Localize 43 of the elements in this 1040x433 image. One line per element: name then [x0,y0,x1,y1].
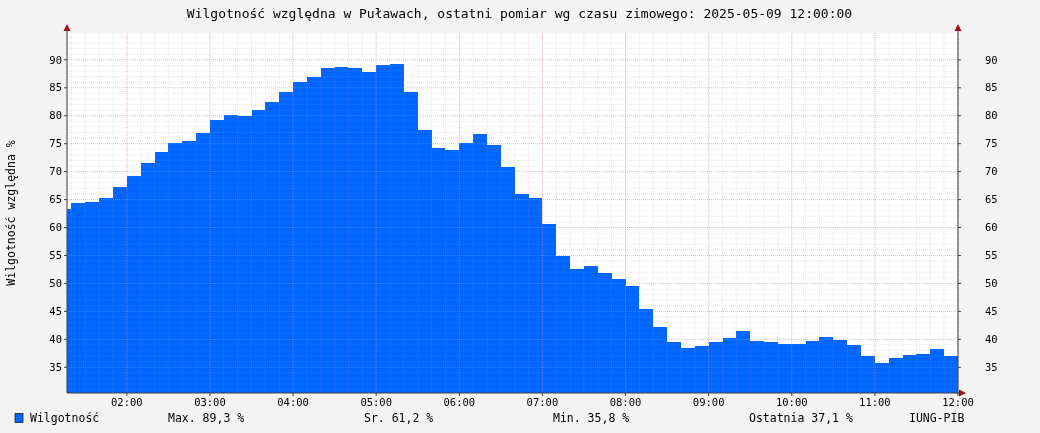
y-axis-title: Wilgotność względna % [4,140,18,286]
y2-tick-label: 50 [985,277,998,290]
x-tick-label: 07:00 [526,396,559,408]
y-tick-label: 65 [49,193,62,206]
y-tick-label: 80 [49,109,62,122]
x-tick-label: 05:00 [360,396,392,408]
y-tick-label: 40 [49,333,62,346]
y2-tick-label: 35 [985,360,998,373]
y-tick-label: 50 [49,277,62,290]
y-tick-label: 90 [49,53,62,66]
y-tick-label: 85 [49,81,62,94]
x-tick-label: 08:00 [609,396,642,408]
x-tick-label: 12:00 [942,396,974,408]
y2-tick-label: 75 [985,137,998,150]
y2-tick-label: 55 [985,249,998,262]
text: Sr. 61,2 % [364,411,434,425]
x-tick-label: 09:00 [692,396,725,408]
y-tick-label: 45 [49,305,62,318]
y-tick-label: 55 [49,249,62,262]
x-tick-label: 03:00 [194,396,226,408]
x-tick-label: 02:00 [111,396,143,408]
text: IUNG-PIB [909,411,965,425]
y2-tick-label: 65 [985,193,998,206]
y-tick-label: 60 [49,221,62,234]
y2-tick-label: 45 [985,305,998,318]
y2-tick-label: 40 [985,333,998,346]
y-tick-label: 75 [49,137,62,150]
text: Ostatnia 37,1 % [749,411,853,425]
y2-tick-label: 85 [985,81,998,94]
x-tick-label: 11:00 [859,396,891,408]
y-tick-label: 70 [49,165,62,178]
text: Max. 89,3 % [168,411,245,425]
chart-title: Wilgotność względna w Puławach, ostatni pomiar wg czasu zimowego: 2025-05-09 12:00:00 [186,6,853,21]
x-tick-label: 06:00 [443,396,476,408]
x-tick-label: 04:00 [277,396,309,408]
y2-tick-label: 70 [985,165,998,178]
legend-label: Wilgotność [30,411,100,425]
text: Min. 35,8 % [553,411,630,425]
y2-tick-label: 60 [985,221,998,234]
y-tick-label: 35 [49,360,62,373]
y2-tick-label: 90 [985,53,998,66]
y2-tick-label: 80 [985,109,998,122]
x-tick-label: 10:00 [775,396,808,408]
